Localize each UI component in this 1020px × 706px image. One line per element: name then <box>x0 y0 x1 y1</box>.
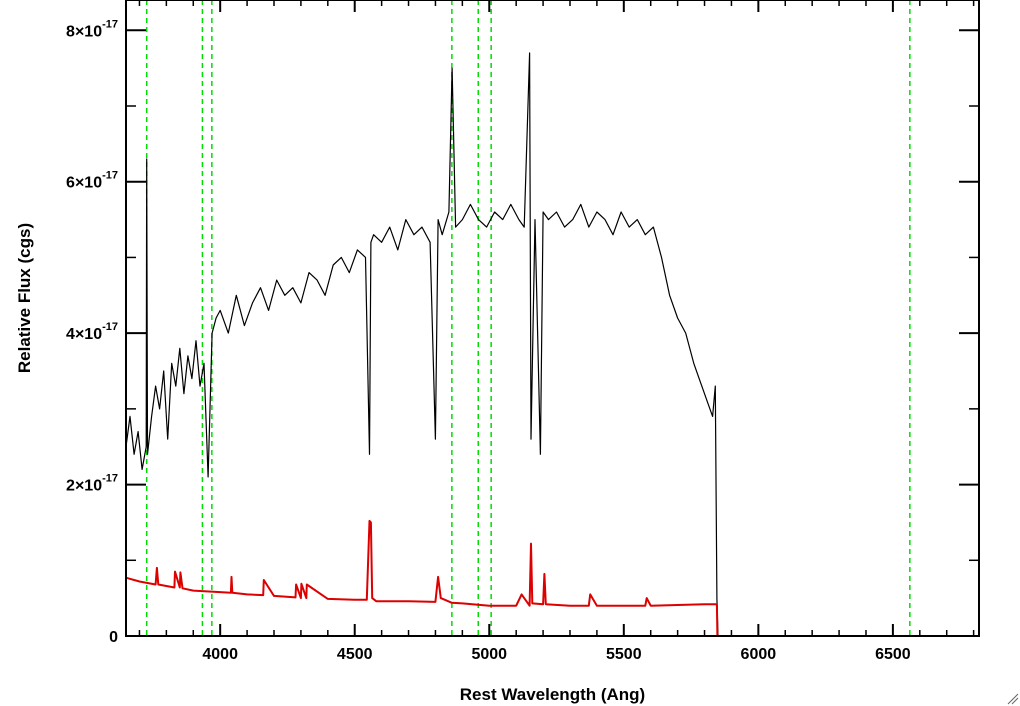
x-tick-label-0: 4000 <box>202 646 238 663</box>
y-tick-exponent: -17 <box>102 473 118 485</box>
y-tick-label-4: 8×10-17 <box>66 18 118 40</box>
x-axis-title: Rest Wavelength (Ang) <box>460 685 645 704</box>
series-line-0 <box>125 52 979 637</box>
labels-layer: 4000 4500 5000 5500 6000 650002×10-174×10-176… <box>66 18 911 663</box>
resize-grip-icon[interactable] <box>1007 693 1019 705</box>
x-tick-label-1: 4500 <box>337 646 373 663</box>
y-tick-exponent: -17 <box>102 321 118 333</box>
x-tick-label-4: 6000 <box>741 646 777 663</box>
x-tick-label-2: 5000 <box>471 646 507 663</box>
x-tick-label-5: 6500 <box>875 646 911 663</box>
y-tick-label-0: 0 <box>109 629 118 646</box>
y-tick-mantissa: 6×10 <box>66 175 102 192</box>
y-tick-label-2: 4×10-17 <box>66 321 118 343</box>
y-tick-mantissa: 2×10 <box>66 478 102 495</box>
y-tick-exponent: -17 <box>102 170 118 182</box>
x-tick-label-3: 5500 <box>606 646 642 663</box>
y-tick-mantissa: 8×10 <box>66 23 102 40</box>
y-tick-label-1: 2×10-17 <box>66 473 118 495</box>
y-tick-mantissa: 4×10 <box>66 326 102 343</box>
plot-frame <box>125 0 980 637</box>
series-layer <box>125 52 979 637</box>
y-axis-title: Relative Flux (cgs) <box>15 223 34 373</box>
y-tick-exponent: -17 <box>102 18 118 30</box>
y-tick-label-3: 6×10-17 <box>66 170 118 192</box>
series-line-1 <box>125 519 979 637</box>
